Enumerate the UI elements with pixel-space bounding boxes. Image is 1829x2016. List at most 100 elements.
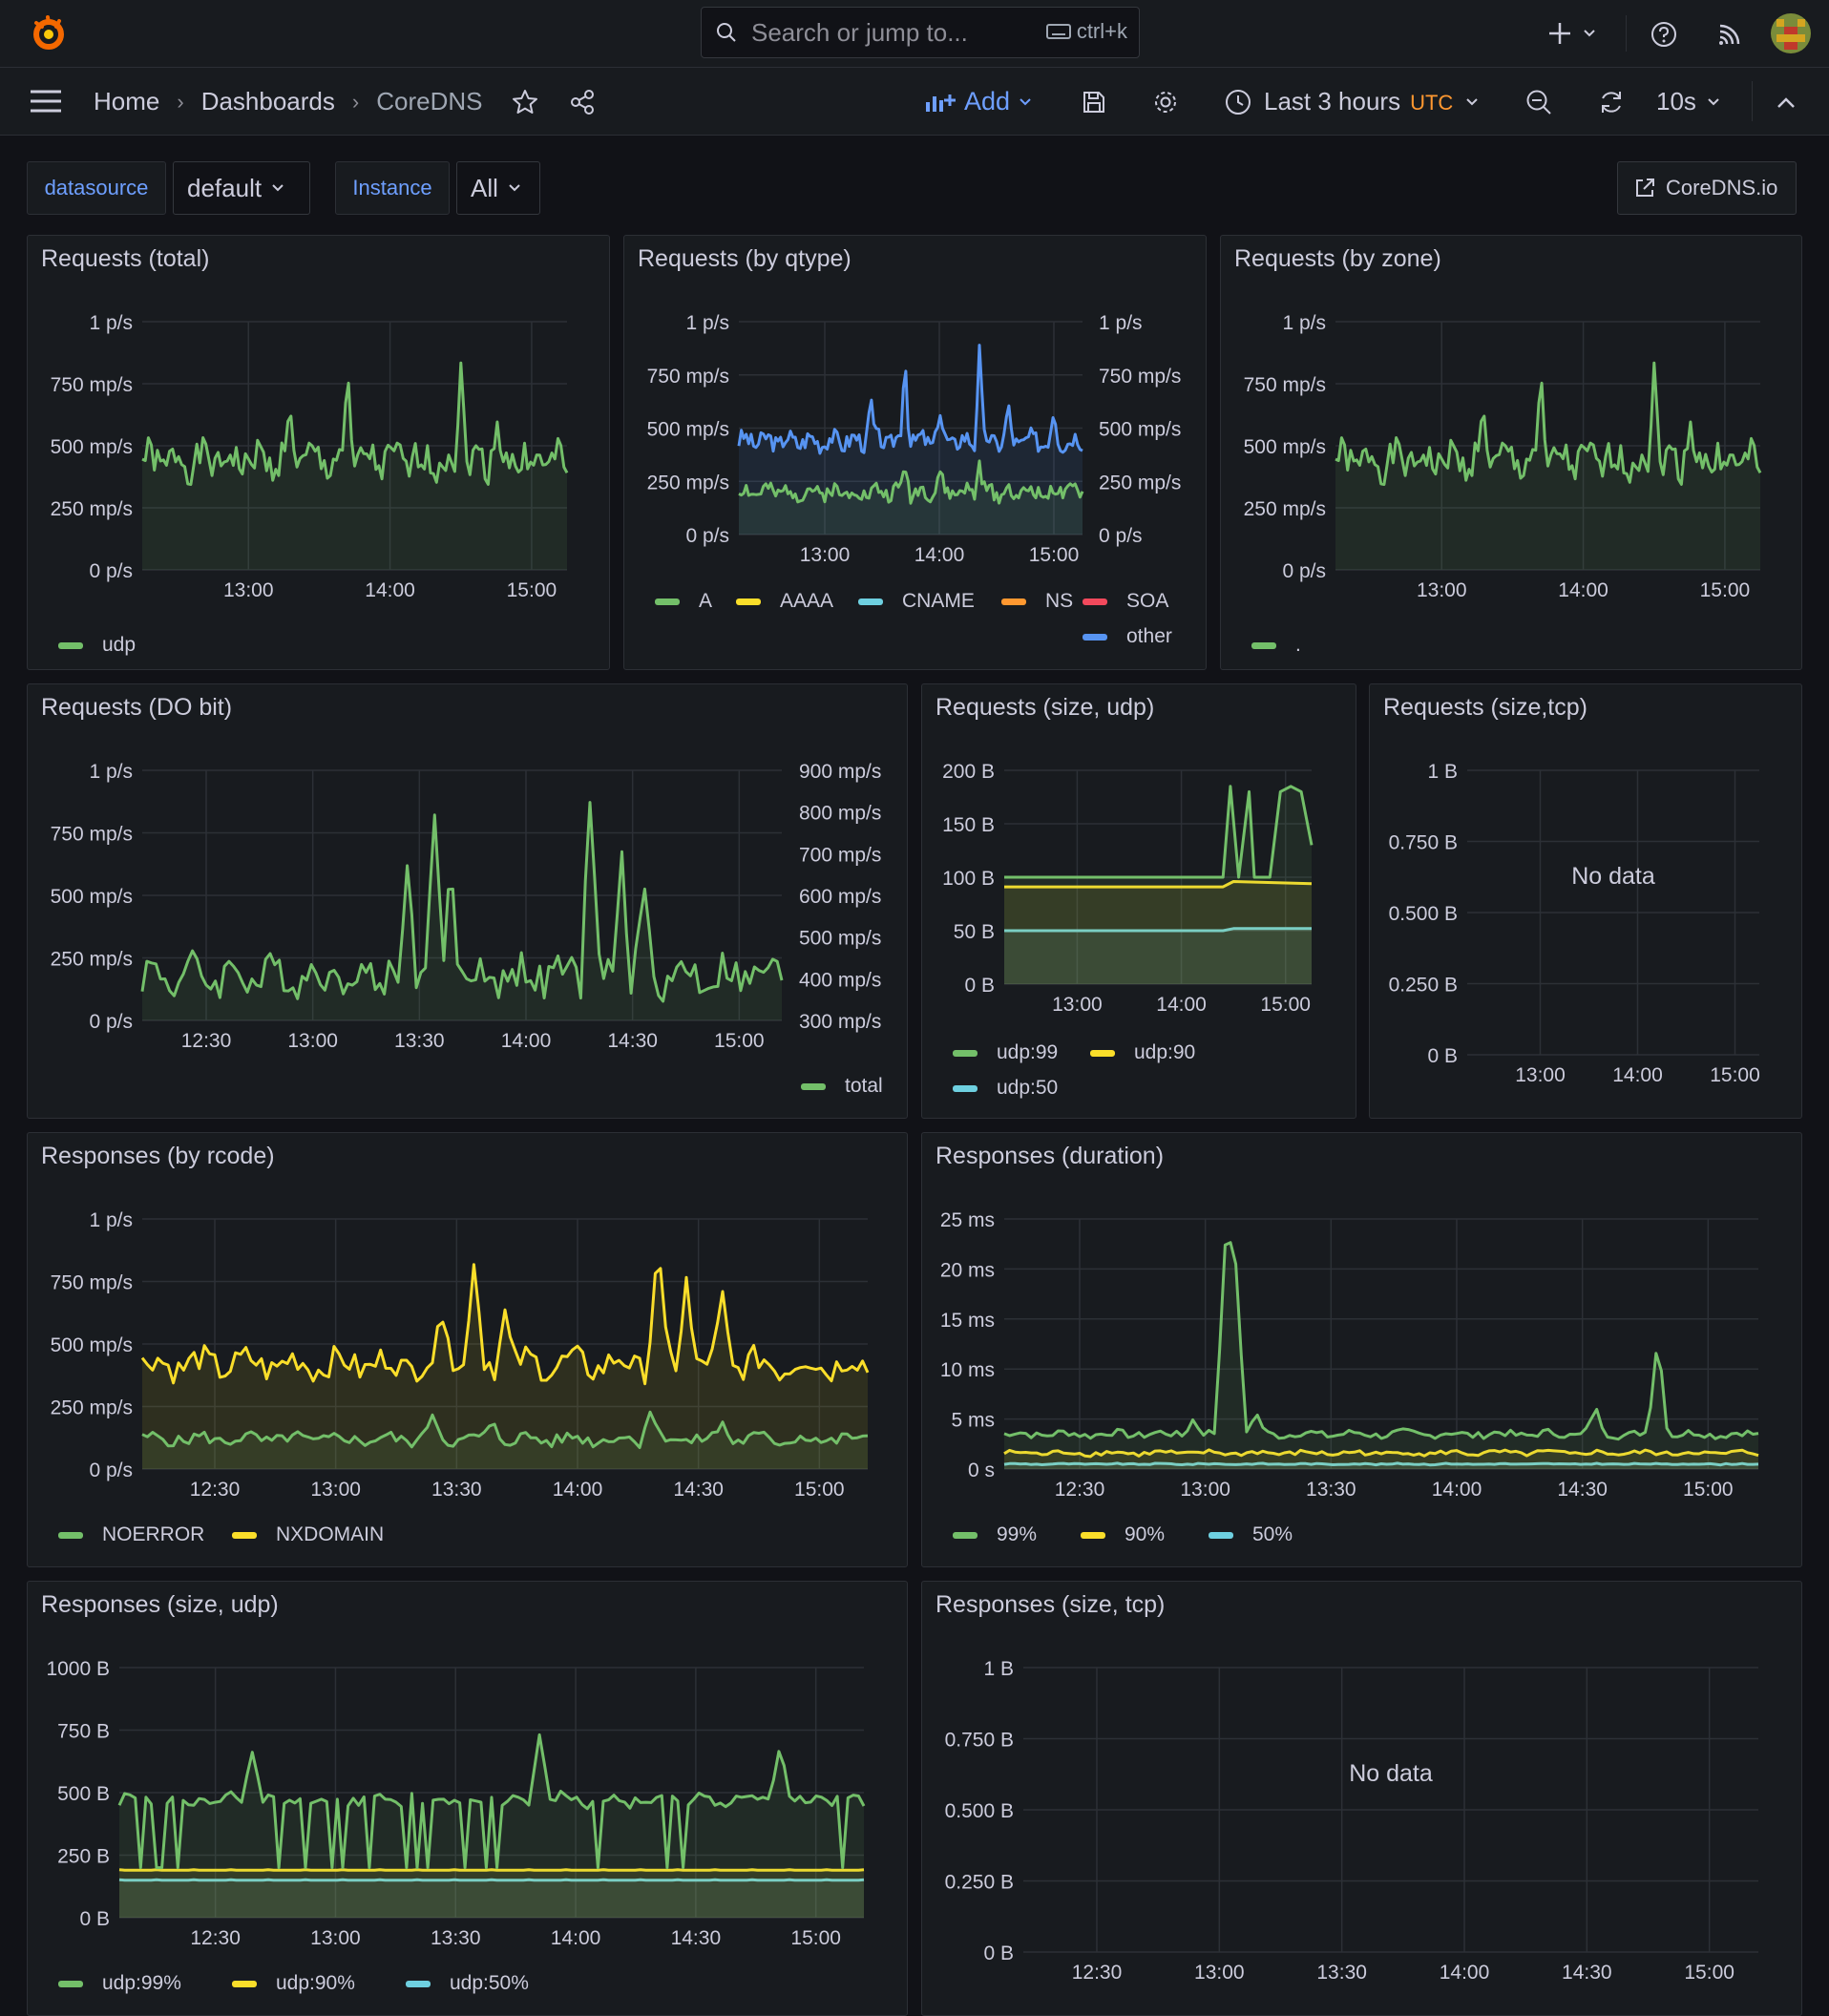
x-tick-label: 12:30: [181, 1030, 232, 1052]
breadcrumb-home[interactable]: Home: [94, 87, 160, 116]
legend-label: udp:90%: [276, 1972, 355, 1994]
legend-swatch: [1090, 1050, 1115, 1057]
x-tick-label: 15:00: [1684, 1962, 1734, 1984]
series-area-99%: [1004, 1242, 1758, 1469]
refresh-interval-text: 10s: [1656, 87, 1696, 116]
legend-swatch: [58, 1981, 83, 1987]
y2-tick-label: 750 mp/s: [1099, 366, 1181, 388]
save-icon[interactable]: [1079, 87, 1109, 117]
series-line-udp:50: [1004, 927, 1312, 933]
chart-responses-size-tcp: 0 B 0.250 B 0.500 B 0.750 B 1 B 12:30 13:00 13:…: [945, 1658, 1758, 1984]
panel-responses-size-udp[interactable]: Responses (size, udp) 0 B 250 B 500 B 750 B…: [27, 1581, 908, 2016]
y-tick-label: 0.750 B: [1389, 832, 1458, 854]
panel-requests-do-bit[interactable]: Requests (DO bit) 0 p/s 250 mp/s 500 mp/s 7…: [27, 683, 908, 1119]
legend-swatch: [736, 598, 761, 605]
y-tick-label: 0 B: [964, 975, 995, 997]
y2-tick-label: 900 mp/s: [799, 761, 881, 783]
datasource-select[interactable]: default: [173, 161, 310, 215]
breadcrumb-coredns: CoreDNS: [376, 87, 483, 116]
zoom-out-icon[interactable]: [1524, 87, 1554, 117]
series-line-total: [140, 801, 784, 1003]
refresh-interval-picker[interactable]: 10s: [1656, 87, 1721, 116]
legend-swatch: [406, 1981, 431, 1987]
chevron-right-icon: ›: [351, 89, 360, 114]
grafana-logo-icon[interactable]: [27, 11, 71, 55]
panel-title: Requests (by zone): [1234, 245, 1441, 272]
y-tick-label: 250 B: [57, 1846, 110, 1868]
breadcrumb-dashboards[interactable]: Dashboards: [200, 87, 335, 116]
y-tick-label: 25 ms: [940, 1209, 995, 1231]
legend-label: .: [1295, 634, 1301, 656]
chevron-down-icon: [1706, 96, 1721, 108]
breadcrumb: Home › Dashboards › CoreDNS: [94, 87, 482, 116]
series-line-udp:90: [1004, 880, 1313, 889]
y-tick-label: 0 p/s: [685, 525, 729, 547]
legend-label: NOERROR: [102, 1523, 204, 1545]
legend-swatch: [655, 598, 680, 605]
avatar[interactable]: [1771, 13, 1811, 53]
y-tick-label: 500 mp/s: [51, 1334, 133, 1356]
panel-requests-size-udp[interactable]: Requests (size, udp) 0 B 50 B 100 B 150 B 20…: [921, 683, 1356, 1119]
new-plus-button[interactable]: [1546, 17, 1600, 50]
legend-label: udp:90: [1134, 1041, 1195, 1063]
panel-responses-by-rcode[interactable]: Responses (by rcode) 0 p/s 250 mp/s 500 mp…: [27, 1132, 908, 1567]
legend-label: AAAA: [780, 590, 833, 612]
series-area-other: [739, 345, 1083, 535]
y-tick-label: 250 mp/s: [51, 498, 133, 520]
x-tick-label: 15:00: [794, 1479, 845, 1501]
x-tick-label: 14:00: [1440, 1962, 1490, 1984]
share-icon[interactable]: [567, 87, 598, 117]
panel-requests-by-qtype[interactable]: Requests (by qtype) 0 p/s 250 mp/s 500 mp/…: [623, 235, 1207, 670]
chart-requests-by-zone: 0 p/s 250 mp/s 500 mp/s 750 mp/s 1 p/s 13:00 1…: [1244, 312, 1762, 656]
menu-icon[interactable]: [27, 84, 65, 118]
x-tick-label: 13:00: [1515, 1064, 1566, 1086]
x-tick-label: 13:30: [431, 1927, 481, 1949]
add-button[interactable]: Add: [924, 87, 1033, 116]
legend-label: udp:50%: [450, 1972, 529, 1994]
x-tick-label: 13:30: [431, 1479, 482, 1501]
y-tick-label: 0 p/s: [89, 1460, 133, 1481]
y2-tick-label: 500 mp/s: [1099, 419, 1181, 441]
x-tick-label: 14:30: [1557, 1479, 1608, 1501]
divider: [1752, 81, 1753, 121]
panel-requests-size-tcp[interactable]: Requests (size,tcp) 0 B 0.250 B 0.500 B 0.7…: [1369, 683, 1802, 1119]
y2-tick-label: 1 p/s: [1099, 312, 1143, 334]
y-tick-label: 1 p/s: [89, 1209, 133, 1231]
y-tick-label: 500 B: [57, 1783, 110, 1805]
gear-icon[interactable]: [1150, 87, 1181, 117]
legend-label: other: [1126, 625, 1172, 647]
y2-tick-label: 0 p/s: [1099, 525, 1143, 547]
y-tick-label: 0.500 B: [1389, 903, 1458, 925]
y-tick-label: 750 B: [57, 1721, 110, 1743]
panel-title: Requests (by qtype): [638, 245, 851, 272]
datasource-value: default: [187, 173, 263, 202]
instance-value: All: [471, 173, 498, 202]
time-range-text: Last 3 hours: [1264, 87, 1401, 116]
x-tick-label: 14:30: [673, 1479, 724, 1501]
coredns-link-button[interactable]: CoreDNS.io: [1617, 161, 1797, 215]
series-area-udp:90%: [119, 1869, 864, 1918]
refresh-icon[interactable]: [1596, 87, 1627, 117]
legend-swatch: [953, 1085, 978, 1092]
panel-title: Responses (duration): [936, 1143, 1165, 1169]
star-icon[interactable]: [510, 87, 540, 117]
time-picker-button[interactable]: Last 3 hours UTC: [1224, 87, 1480, 116]
x-tick-label: 13:30: [1316, 1962, 1367, 1984]
chevron-up-icon[interactable]: [1772, 89, 1800, 117]
help-icon[interactable]: [1648, 18, 1680, 51]
x-tick-label: 14:00: [914, 544, 965, 566]
search-input[interactable]: Search or jump to... ctrl+k: [701, 7, 1140, 58]
legend-swatch: [1001, 598, 1026, 605]
panel-responses-duration[interactable]: Responses (duration) 0 s 5 ms 10 ms 15 ms 20…: [921, 1132, 1802, 1567]
panel-requests-by-zone[interactable]: Requests (by zone) 0 p/s 250 mp/s 500 mp/s…: [1220, 235, 1802, 670]
top-bar: Search or jump to... ctrl+k: [0, 0, 1829, 68]
chevron-down-icon: [271, 183, 284, 193]
y-tick-label: 1 p/s: [685, 312, 729, 334]
news-rss-icon[interactable]: [1713, 18, 1746, 51]
no-data-message: No data: [1349, 1760, 1433, 1787]
panel-requests-total[interactable]: Requests (total) 0 p/s 250 mp/s 500 mp/s 75…: [27, 235, 610, 670]
y-tick-label: 250 mp/s: [647, 472, 729, 494]
instance-select[interactable]: All: [456, 161, 540, 215]
x-tick-label: 14:00: [365, 579, 415, 601]
